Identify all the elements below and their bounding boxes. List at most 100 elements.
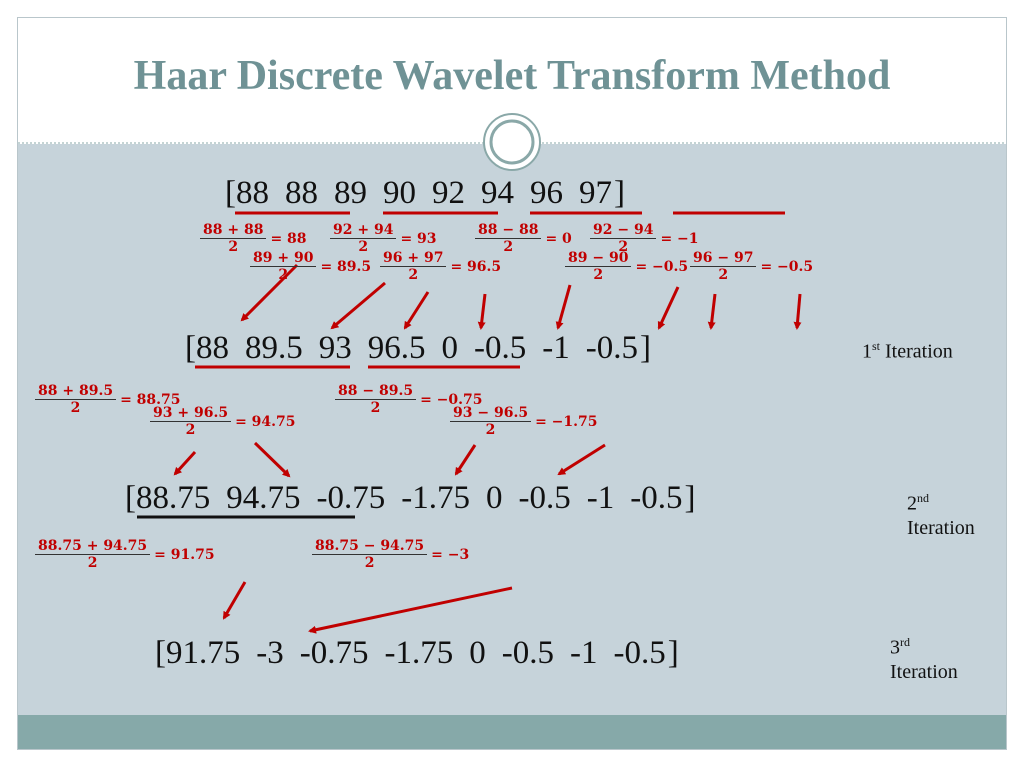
entry: 88 (196, 330, 229, 366)
bracket: ] (640, 330, 651, 366)
result: = −0.5 (635, 258, 689, 275)
iteration-suffix: nd (917, 491, 929, 505)
formula: 92 + 94 2 = 93 (330, 222, 437, 255)
entry: 92 (432, 175, 465, 211)
entry: 88 (285, 175, 318, 211)
result: = −1 (660, 230, 699, 247)
denominator: 2 (618, 239, 629, 255)
entry: -3 (256, 635, 284, 671)
fraction: 88 + 88 2 (200, 222, 267, 255)
result: = 0 (545, 230, 572, 247)
result: = −0.5 (760, 258, 814, 275)
result: = 96.5 (450, 258, 502, 275)
entry: 89 (334, 175, 367, 211)
numerator: 88.75 − 94.75 (312, 538, 428, 555)
bracket: ] (684, 480, 696, 516)
entry: 88 (236, 175, 269, 211)
formula: 88 − 88 2 = 0 (475, 222, 572, 255)
entry: 94.75 (226, 480, 301, 516)
denominator: 2 (364, 555, 375, 571)
iteration-number: 1 (862, 340, 872, 363)
entry: -1 (542, 330, 570, 366)
denominator: 2 (593, 267, 604, 283)
formula: 96 − 97 2 = −0.5 (690, 250, 813, 283)
formula: 88 + 88 2 = 88 (200, 222, 307, 255)
fraction: 92 − 94 2 (590, 222, 657, 255)
entry: -1 (586, 480, 615, 516)
iteration-label: 3rd Iteration (890, 630, 958, 684)
bracket: ] (667, 635, 679, 671)
numerator: 92 − 94 (590, 222, 657, 239)
denominator: 2 (278, 267, 289, 283)
fraction: 88 − 88 2 (475, 222, 542, 255)
denominator: 2 (87, 555, 98, 571)
numerator: 88 − 89.5 (335, 383, 417, 400)
result: = 89.5 (320, 258, 372, 275)
entry: 0 (441, 330, 459, 366)
fraction: 88.75 + 94.75 2 (35, 538, 151, 571)
fraction: 93 + 96.5 2 (150, 405, 232, 438)
bracket: ] (614, 175, 625, 211)
entry: -0.5 (613, 635, 666, 671)
formula: 96 + 97 2 = 96.5 (380, 250, 501, 283)
entry: 96.5 (367, 330, 426, 366)
denominator: 2 (370, 400, 381, 416)
formula: 88.75 + 94.75 2 = 91.75 (35, 538, 215, 571)
denominator: 2 (485, 422, 496, 438)
iteration-word: Iteration (890, 660, 958, 683)
entry: 88.75 (136, 480, 211, 516)
fraction: 89 − 90 2 (565, 250, 632, 283)
denominator: 2 (503, 239, 514, 255)
footer-bar (18, 715, 1006, 749)
arrows (173, 263, 802, 634)
result: = −0.75 (420, 391, 483, 408)
bracket: [ (125, 480, 136, 516)
formula: 88 + 89.5 2 = 88.75 (35, 383, 181, 416)
entry: -0.5 (630, 480, 683, 516)
numerator: 96 − 97 (690, 250, 757, 267)
entry: -0.75 (316, 480, 386, 516)
fraction: 92 + 94 2 (330, 222, 397, 255)
formula: 88 − 89.5 2 = −0.75 (335, 383, 483, 416)
entry: -0.5 (585, 330, 638, 366)
iteration-word: Iteration (907, 516, 975, 539)
denominator: 2 (358, 239, 369, 255)
numerator: 88 + 88 (200, 222, 267, 239)
entry: -1.75 (384, 635, 454, 671)
bracket: [ (185, 330, 196, 366)
numerator: 89 + 90 (250, 250, 317, 267)
numerator: 96 + 97 (380, 250, 447, 267)
numerator: 93 + 96.5 (150, 405, 232, 422)
content-area (18, 144, 1006, 715)
result: = 94.75 (235, 413, 296, 430)
slide-frame (17, 17, 1007, 750)
denominator: 2 (718, 267, 729, 283)
numerator: 88 − 88 (475, 222, 542, 239)
entry: 94 (481, 175, 514, 211)
numerator: 92 + 94 (330, 222, 397, 239)
entry: 96 (530, 175, 563, 211)
entry: -0.5 (474, 330, 527, 366)
formula: 92 − 94 2 = −1 (590, 222, 699, 255)
denominator: 2 (185, 422, 196, 438)
numerator: 88.75 + 94.75 (35, 538, 151, 555)
formula: 89 − 90 2 = −0.5 (565, 250, 688, 283)
entry: 0 (469, 635, 486, 671)
fraction: 88.75 − 94.75 2 (312, 538, 428, 571)
iteration-number: 2 (907, 492, 917, 515)
entry: 90 (383, 175, 416, 211)
iteration-suffix: st (872, 339, 881, 353)
entry: 91.75 (166, 635, 241, 671)
iteration-suffix: rd (900, 635, 910, 649)
fraction: 88 − 89.5 2 (335, 383, 417, 416)
result: = 93 (400, 230, 437, 247)
entry: 93 (318, 330, 352, 366)
result: = 88.75 (120, 391, 181, 408)
denominator: 2 (408, 267, 419, 283)
vector: [91.75 -3 -0.75 -1.75 0 -0.5 -1 -0.5] (155, 635, 679, 672)
entry: -1 (570, 635, 598, 671)
result: = 88 (270, 230, 307, 247)
denominator: 2 (228, 239, 239, 255)
numerator: 88 + 89.5 (35, 383, 117, 400)
